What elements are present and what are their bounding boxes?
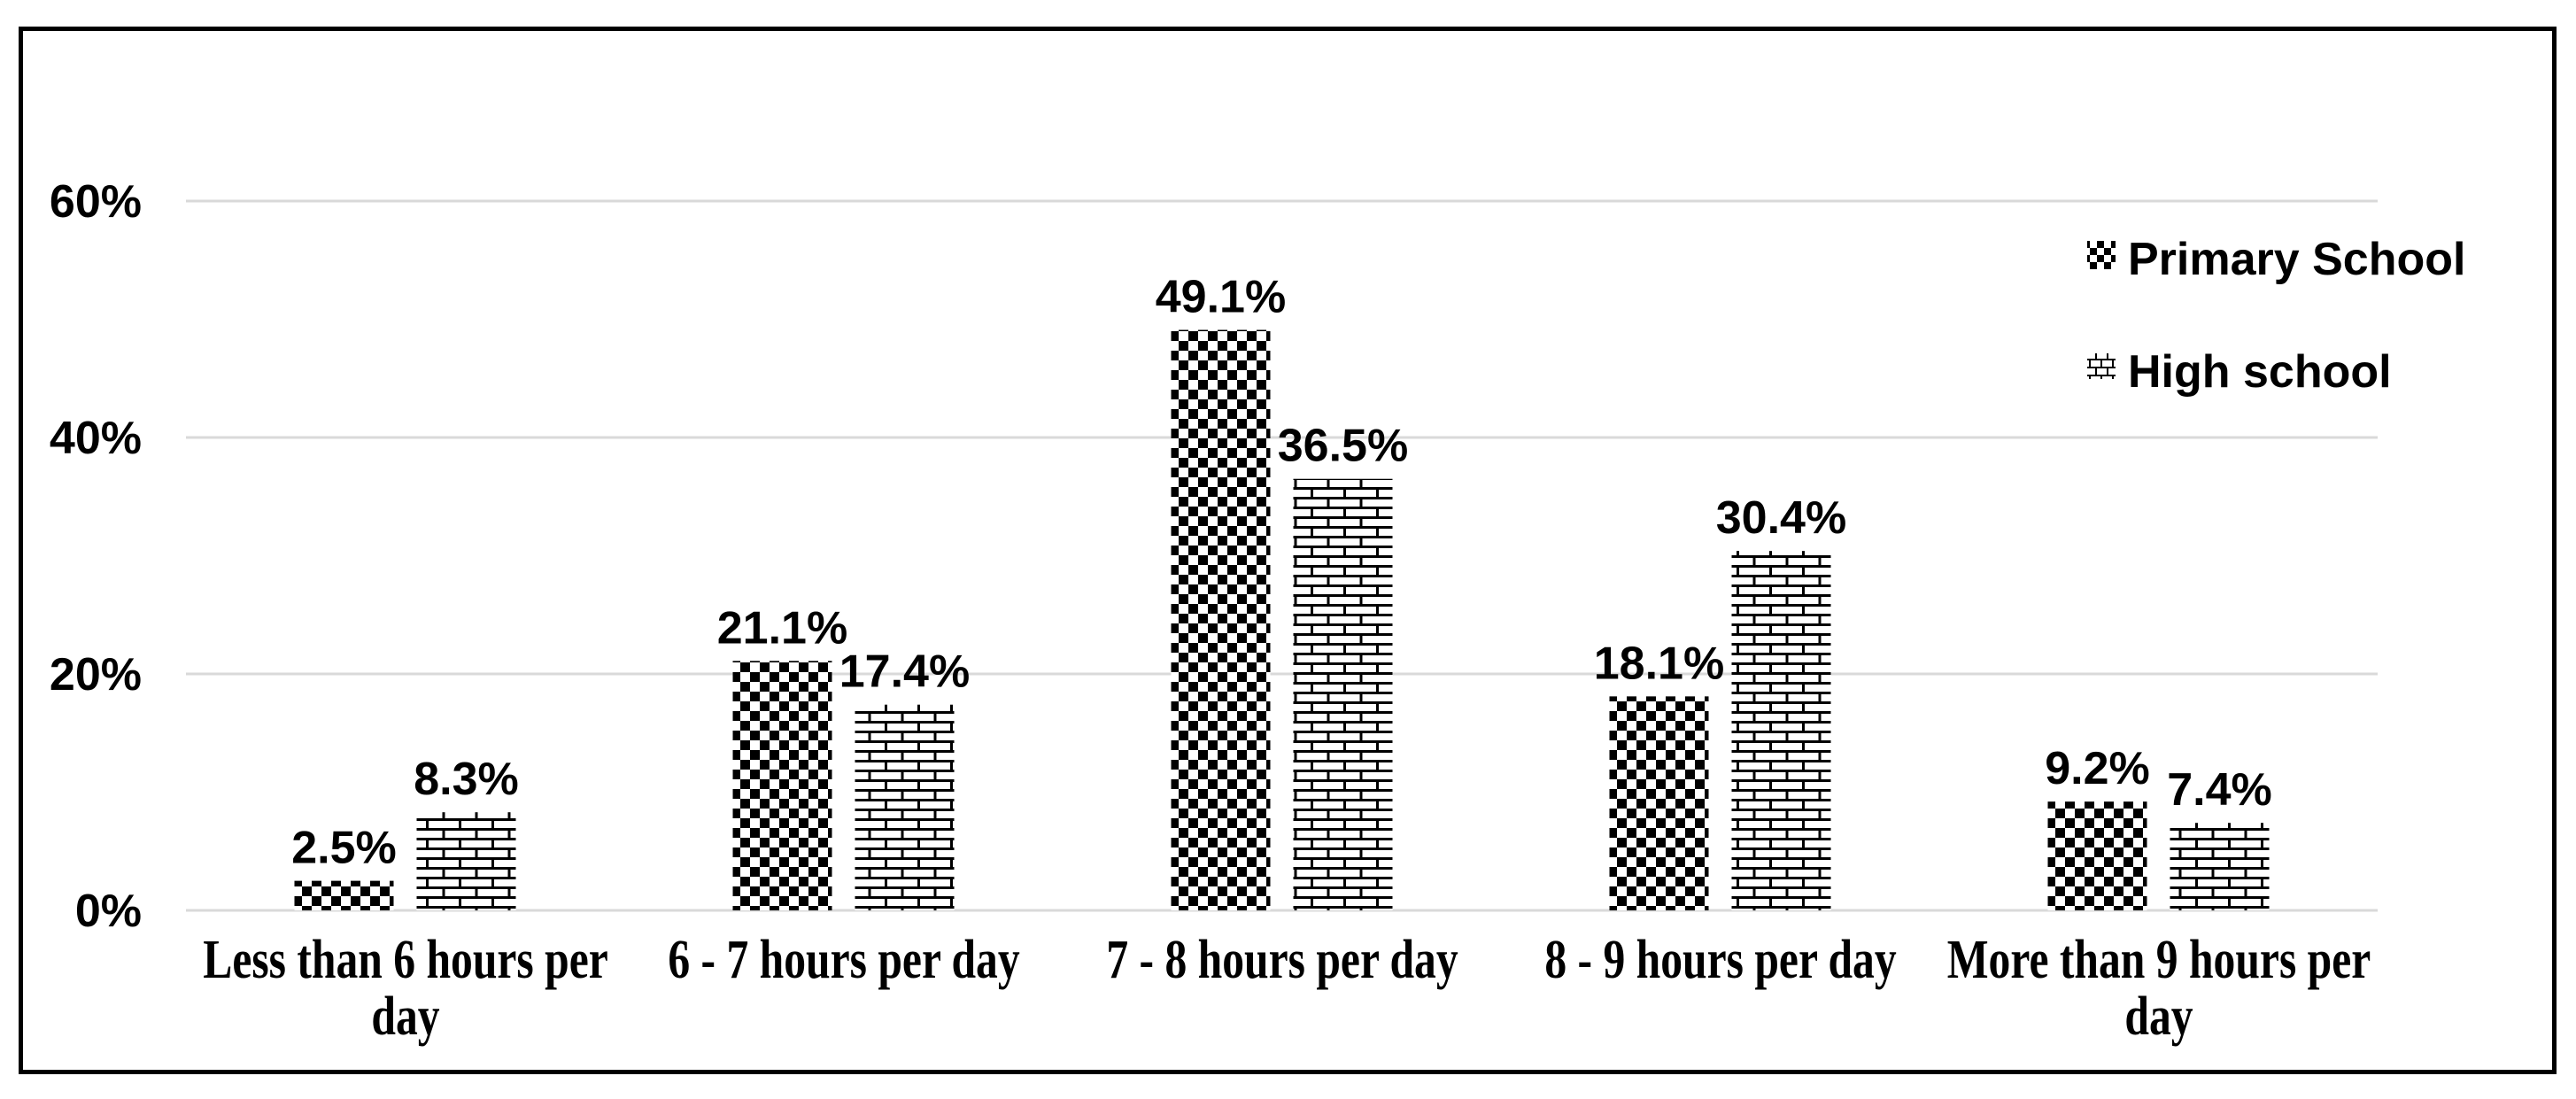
gridlines: [186, 199, 2378, 912]
y-tick-label-0: 0%: [75, 886, 142, 937]
legend-marker-checker-icon: [2087, 241, 2116, 269]
value-label-high-school-3: 30.4%: [1716, 492, 1846, 544]
chart-border: [19, 27, 2557, 1074]
bar-high-school-1: [855, 704, 955, 910]
bar-primary-school-4: [2047, 801, 2147, 910]
value-label-high-school-2: 36.5%: [1278, 421, 1408, 472]
legend-marker-brick-icon: [2087, 353, 2116, 379]
value-label-high-school-0: 8.3%: [414, 754, 519, 805]
legend: Primary School High school: [2087, 234, 2465, 398]
legend-label-high-school: High school: [2128, 346, 2392, 398]
legend-label-primary-school: Primary School: [2128, 234, 2465, 285]
value-label-high-school-1: 17.4%: [839, 646, 970, 698]
bar-high-school-2: [1293, 478, 1393, 910]
value-label-primary-school-4: 9.2%: [2045, 743, 2150, 794]
value-labels: 2.5% 21.1% 49.1% 18.1% 9.2% 8.3% 17.4% 36.5% 30.…: [291, 272, 2272, 874]
value-label-primary-school-1: 21.1%: [717, 602, 847, 654]
value-label-high-school-4: 7.4%: [2167, 764, 2272, 816]
y-axis-tick-labels: 0% 20% 40% 60%: [50, 176, 142, 937]
bar-primary-school-3: [1609, 696, 1709, 910]
bar-high-school-4: [2170, 823, 2270, 910]
value-label-primary-school-3: 18.1%: [1594, 638, 1724, 689]
y-tick-label-2: 40%: [50, 413, 142, 464]
bar-high-school-3: [1731, 551, 1831, 910]
bar-primary-school-1: [732, 661, 832, 910]
bars: [294, 329, 2270, 910]
value-label-primary-school-2: 49.1%: [1156, 272, 1286, 323]
value-label-primary-school-0: 2.5%: [291, 823, 397, 874]
bar-high-school-0: [416, 812, 516, 910]
y-tick-label-1: 20%: [50, 649, 142, 700]
y-tick-label-3: 60%: [50, 176, 142, 228]
bar-primary-school-2: [1171, 329, 1271, 910]
bar-primary-school-0: [294, 880, 394, 910]
